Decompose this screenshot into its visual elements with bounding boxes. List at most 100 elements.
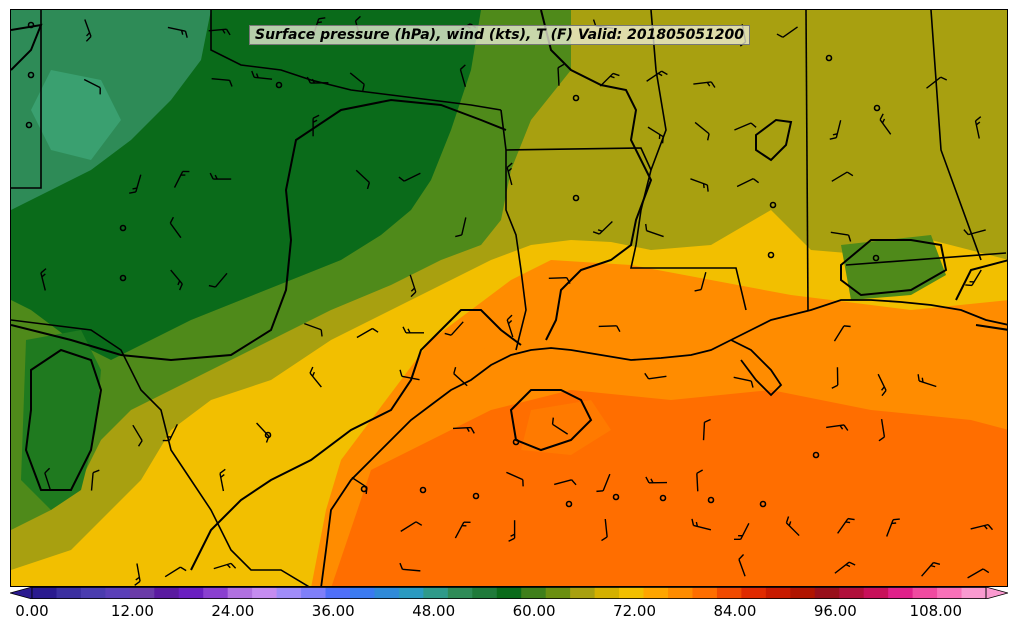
wind-barb (251, 70, 273, 80)
temperature-colorbar (10, 587, 1008, 599)
wind-barb (506, 471, 524, 487)
wind-barb (173, 170, 190, 188)
station-circle (565, 500, 573, 508)
station-circle (27, 21, 35, 29)
colorbar-segment (716, 587, 742, 599)
colorbar-max-extend (985, 587, 1008, 599)
station-circle (512, 438, 520, 446)
station-circle (119, 274, 127, 282)
colorbar-segment (252, 587, 278, 599)
wind-barb (646, 70, 668, 82)
wind-barb (508, 520, 516, 542)
colorbar-segment (961, 587, 987, 599)
wind-barb (917, 374, 937, 388)
wind-barb (356, 327, 379, 339)
colorbar-outline (31, 587, 987, 599)
isobar-fl-loop (840, 239, 948, 297)
green-patch-sw (21, 330, 101, 510)
wind-barb (645, 223, 664, 238)
wind-barb (399, 562, 421, 572)
wind-barb (453, 367, 468, 387)
wind-barb (349, 72, 365, 91)
colorbar-segment (888, 587, 914, 599)
wind-barb (702, 418, 711, 441)
isobar-mex-loop (24, 348, 103, 491)
wind-barb (690, 178, 709, 192)
isobar-florida (955, 259, 1007, 331)
colorbar-tick-label: 60.00 (512, 602, 556, 620)
colorbar-segment (668, 587, 694, 599)
wind-barb (785, 516, 800, 537)
coastline (320, 299, 1007, 586)
colorbar-segment (301, 587, 327, 599)
colorbar-segment (32, 587, 58, 599)
wind-barb (351, 476, 368, 495)
colorbar-segment (839, 587, 865, 599)
wind-barb (455, 217, 467, 238)
wind-barb (506, 162, 513, 186)
wind-barb (926, 76, 948, 89)
wind-barb (647, 126, 664, 144)
wind-barb (398, 172, 421, 182)
wind-barb (219, 468, 226, 492)
colorbar-segment (496, 587, 522, 599)
wind-barb (837, 517, 855, 534)
wind-barb (965, 269, 982, 287)
station-circle (825, 54, 833, 62)
isobar-top-left (11, 23, 43, 71)
colorbar-segment (154, 587, 180, 599)
wind-barb (693, 81, 716, 88)
wind-barb (645, 476, 668, 484)
station-circle (872, 254, 880, 262)
wind-barb (831, 367, 839, 389)
wind-barb (776, 26, 798, 38)
wind-barb (444, 321, 464, 336)
state-boundaries (11, 10, 1007, 586)
gulf-coastline (320, 299, 1007, 586)
green-patch-ne (841, 235, 946, 300)
station-circle (873, 104, 881, 112)
wind-barb (886, 518, 900, 537)
colorbar-segment (594, 587, 620, 599)
wind-barb (644, 372, 667, 380)
colorbar-tick-label: 12.00 (110, 602, 154, 620)
colorbar-tick-label: 108.00 (909, 602, 963, 620)
station-circle (572, 94, 580, 102)
wind-barb (879, 113, 892, 135)
station-circle (419, 486, 427, 494)
wind-barb (409, 274, 417, 298)
wind-barb (400, 521, 423, 532)
wind-barb (506, 314, 514, 338)
wind-barb (598, 325, 621, 333)
colorbar-segment (643, 587, 669, 599)
station-circle (759, 500, 767, 508)
station-circle (659, 494, 667, 502)
wind-barb (967, 568, 990, 579)
wind-barb (877, 373, 887, 397)
state-line-mex (11, 319, 310, 586)
colorbar-segment (227, 587, 253, 599)
colorbar-segment (814, 587, 840, 599)
mississippi-delta (730, 339, 783, 397)
wind-barb (601, 518, 608, 542)
colorbar-segment (692, 587, 718, 599)
station-circle (769, 201, 777, 209)
wind-barb (44, 467, 52, 491)
station-circle (812, 451, 820, 459)
colorbar-segment (912, 587, 938, 599)
wind-barb (878, 419, 886, 442)
wind-barb (963, 229, 986, 236)
wind-barb (974, 116, 982, 139)
isobar-gulf-loop (509, 389, 593, 452)
state-line-nm-tx (11, 10, 42, 189)
wind-barb (551, 417, 569, 435)
isobar-main (11, 98, 507, 362)
wind-barb (734, 122, 757, 131)
colorbar-segment (447, 587, 473, 599)
isobar-ms-loop (755, 118, 793, 162)
colorbar-segment (350, 587, 376, 599)
wind-barb (694, 272, 707, 292)
wind-barb (84, 19, 92, 42)
wind-barb (90, 469, 100, 491)
isobar-texas-coast (190, 309, 522, 571)
